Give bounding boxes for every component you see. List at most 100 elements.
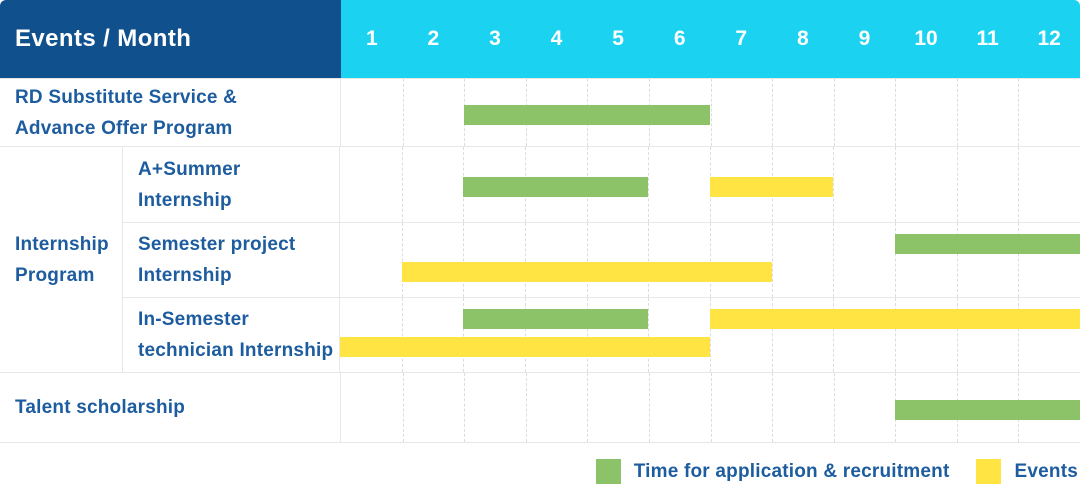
month-gridline [586, 223, 588, 297]
table-row: In-Semester technician Internship [123, 297, 1080, 372]
month-gridline [1018, 298, 1020, 372]
month-gridline [525, 223, 526, 297]
month-gridline [525, 298, 526, 372]
month-gridline [587, 373, 589, 442]
gantt-bar-yellow [340, 337, 710, 357]
month-gridline [833, 223, 835, 297]
month-gridline [464, 373, 466, 442]
row-label: Talent scholarship [0, 373, 341, 442]
row-label-line: Talent scholarship [15, 397, 186, 418]
gantt-bar-green [463, 309, 649, 329]
month-gridline [463, 223, 465, 297]
gantt-bar-green [895, 399, 1080, 420]
month-gridline [772, 373, 774, 442]
month-gridline [402, 79, 404, 146]
month-gridline [895, 223, 896, 297]
gantt-bar-green [463, 176, 649, 197]
month-gridline [648, 298, 650, 372]
row-label-line: In-Semester [138, 309, 249, 330]
month-header-cell: 11 [976, 27, 999, 50]
legend-item: Events [976, 459, 1078, 484]
legend-label: Events [1014, 460, 1078, 482]
table-row: Talent scholarship [0, 372, 1080, 442]
row-label-line: Semester project [138, 234, 296, 255]
row-label: Semester project Internship [123, 223, 340, 297]
gantt-chart-cell [341, 79, 1080, 146]
month-gridline [525, 373, 527, 442]
row-label-line: Program [15, 264, 95, 286]
gantt-chart-cell [340, 147, 1080, 222]
legend: Time for application & recruitment Events [595, 459, 1078, 484]
row-label-line: Internship [15, 233, 109, 255]
gantt-table: Events / Month 1 2 3 4 5 6 7 8 9 10 11 12 RD Substi… [0, 0, 1080, 443]
month-gridline [1018, 223, 1020, 297]
group-sub-rows: A+Summer Internship Semester project Intern… [123, 147, 1080, 372]
month-header-cell: 9 [858, 27, 871, 50]
month-gridline [895, 298, 896, 372]
row-label-line: RD Substitute Service & [15, 86, 238, 108]
group-label: Internship Program [0, 147, 123, 372]
gantt-bar-green [895, 234, 1080, 254]
month-header-cell: 1 [365, 27, 378, 50]
row-label-line: Advance Offer Program [15, 117, 233, 139]
month-gridline [402, 373, 404, 442]
table-row: RD Substitute Service & Advance Offer Pro… [0, 78, 1080, 146]
gantt-bar-yellow [710, 176, 834, 197]
month-gridline [401, 223, 403, 297]
month-header-cell: 2 [427, 27, 440, 50]
month-header-cell: 8 [796, 27, 809, 50]
gantt-bar-yellow [401, 262, 772, 282]
month-gridline [1018, 79, 1020, 146]
month-gridline [833, 79, 835, 146]
row-label: RD Substitute Service & Advance Offer Pro… [0, 79, 341, 146]
month-gridline [648, 147, 650, 222]
month-header-cell: 4 [550, 27, 563, 50]
month-gridline [1018, 147, 1020, 222]
month-gridline [648, 223, 650, 297]
row-label: In-Semester technician Internship [123, 298, 340, 372]
month-gridline [833, 298, 835, 372]
month-gridline [710, 298, 711, 372]
month-header-cell: 3 [489, 27, 501, 50]
gantt-bar-green [464, 104, 711, 125]
month-gridline [401, 298, 403, 372]
month-gridline [833, 147, 835, 222]
table-group-section: Internship Program A+Summer Internship Semes… [0, 146, 1080, 372]
month-gridline [771, 298, 773, 372]
table-row: A+Summer Internship [123, 147, 1080, 222]
legend-item: Time for application & recruitment [595, 459, 950, 484]
gantt-bar-yellow [710, 309, 1080, 329]
legend-swatch-green [595, 459, 621, 484]
month-gridline [833, 373, 835, 442]
events-month-header: Events / Month [0, 0, 341, 78]
table-header-row: Events / Month 1 2 3 4 5 6 7 8 9 10 11 12 [0, 0, 1080, 78]
month-gridline [956, 298, 958, 372]
row-label-line: Internship [138, 189, 232, 211]
month-gridline [956, 79, 958, 146]
month-gridline [956, 223, 958, 297]
month-gridline [772, 79, 774, 146]
month-gridline [710, 223, 711, 297]
month-header-cell: 6 [673, 27, 686, 50]
legend-label: Time for application & recruitment [633, 460, 950, 482]
month-header-cell: 10 [914, 27, 938, 50]
row-label-line: Internship [138, 265, 232, 286]
month-gridline [648, 373, 650, 442]
month-gridline [710, 373, 712, 442]
month-header-cell: 12 [1037, 27, 1061, 50]
row-label-line: A+Summer [138, 158, 241, 180]
month-gridline [771, 223, 773, 297]
month-header-cell: 5 [612, 27, 624, 50]
month-gridline [401, 147, 403, 222]
gantt-chart-cell [340, 298, 1080, 372]
month-gridline [463, 298, 465, 372]
table-body: RD Substitute Service & Advance Offer Pro… [0, 78, 1080, 442]
month-gridline [956, 147, 958, 222]
legend-swatch-yellow [976, 459, 1002, 484]
month-gridline [895, 147, 896, 222]
month-header-row: 1 2 3 4 5 6 7 8 9 10 11 12 [341, 0, 1080, 78]
gantt-chart-cell [340, 223, 1080, 297]
row-label-line: technician Internship [138, 340, 334, 361]
row-label: A+Summer Internship [123, 147, 340, 222]
